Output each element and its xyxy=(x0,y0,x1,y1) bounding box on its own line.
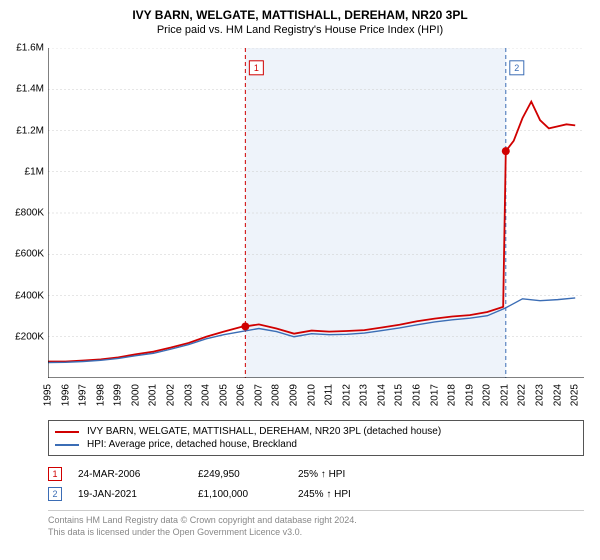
plot-area: 12 xyxy=(48,48,584,378)
x-tick-label: 1997 xyxy=(78,384,89,406)
x-tick-label: 2011 xyxy=(324,384,335,406)
chart-subtitle: Price paid vs. HM Land Registry's House … xyxy=(0,22,600,40)
marker-row: 1 24-MAR-2006£249,95025% ↑ HPI xyxy=(48,464,584,484)
footer-line: Contains HM Land Registry data © Crown c… xyxy=(48,515,584,527)
legend: IVY BARN, WELGATE, MATTISHALL, DEREHAM, … xyxy=(48,420,584,456)
x-tick-label: 2013 xyxy=(359,384,370,406)
x-tick-label: 1999 xyxy=(113,384,124,406)
marker-badge: 1 xyxy=(48,467,62,481)
y-tick-label: £1.4M xyxy=(16,84,44,95)
x-tick-label: 2016 xyxy=(412,384,423,406)
legend-swatch xyxy=(55,431,79,433)
x-tick-label: 1996 xyxy=(60,384,71,406)
x-tick-label: 2002 xyxy=(166,384,177,406)
x-tick-label: 2015 xyxy=(394,384,405,406)
svg-text:1: 1 xyxy=(254,63,259,73)
y-tick-label: £400K xyxy=(15,290,44,301)
x-tick-label: 2001 xyxy=(148,384,159,406)
y-axis: £200K£400K£600K£800K£1M£1.2M£1.4M£1.6M xyxy=(0,48,46,378)
x-tick-label: 2019 xyxy=(464,384,475,406)
marker-badge: 2 xyxy=(48,487,62,501)
footer-attribution: Contains HM Land Registry data © Crown c… xyxy=(48,510,584,538)
x-tick-label: 1995 xyxy=(43,384,54,406)
y-tick-label: £1M xyxy=(25,166,44,177)
x-tick-label: 1998 xyxy=(95,384,106,406)
x-tick-label: 2007 xyxy=(253,384,264,406)
x-tick-label: 2024 xyxy=(552,384,563,406)
x-tick-label: 2022 xyxy=(517,384,528,406)
y-tick-label: £600K xyxy=(15,249,44,260)
legend-label: IVY BARN, WELGATE, MATTISHALL, DEREHAM, … xyxy=(87,426,441,437)
x-tick-label: 2012 xyxy=(341,384,352,406)
x-tick-label: 2020 xyxy=(482,384,493,406)
marker-date: 24-MAR-2006 xyxy=(78,469,198,480)
x-tick-label: 2010 xyxy=(306,384,317,406)
x-tick-label: 2018 xyxy=(447,384,458,406)
x-tick-label: 2021 xyxy=(499,384,510,406)
footer-line: This data is licensed under the Open Gov… xyxy=(48,527,584,539)
marker-price: £249,950 xyxy=(198,469,298,480)
x-tick-label: 2004 xyxy=(201,384,212,406)
x-tick-label: 2023 xyxy=(535,384,546,406)
legend-swatch xyxy=(55,444,79,446)
x-tick-label: 2014 xyxy=(376,384,387,406)
x-tick-label: 2006 xyxy=(236,384,247,406)
marker-row: 2 19-JAN-2021£1,100,000245% ↑ HPI xyxy=(48,484,584,504)
svg-text:2: 2 xyxy=(514,63,519,73)
marker-pct: 245% ↑ HPI xyxy=(298,489,378,500)
plot-svg: 12 xyxy=(48,48,584,378)
x-tick-label: 2017 xyxy=(429,384,440,406)
x-tick-label: 2005 xyxy=(218,384,229,406)
x-tick-label: 2025 xyxy=(570,384,581,406)
y-tick-label: £800K xyxy=(15,208,44,219)
x-axis: 1995199619971998199920002001200220032004… xyxy=(48,378,584,418)
x-tick-label: 2003 xyxy=(183,384,194,406)
y-tick-label: £1.2M xyxy=(16,125,44,136)
legend-row: IVY BARN, WELGATE, MATTISHALL, DEREHAM, … xyxy=(55,425,577,438)
x-tick-label: 2008 xyxy=(271,384,282,406)
y-tick-label: £1.6M xyxy=(16,43,44,54)
x-tick-label: 2009 xyxy=(289,384,300,406)
chart-title: IVY BARN, WELGATE, MATTISHALL, DEREHAM, … xyxy=(0,0,600,22)
legend-row: HPI: Average price, detached house, Brec… xyxy=(55,438,577,451)
marker-pct: 25% ↑ HPI xyxy=(298,469,378,480)
sale-markers-table: 1 24-MAR-2006£249,95025% ↑ HPI 2 19-JAN-202… xyxy=(48,464,584,504)
marker-price: £1,100,000 xyxy=(198,489,298,500)
marker-date: 19-JAN-2021 xyxy=(78,489,198,500)
x-tick-label: 2000 xyxy=(130,384,141,406)
y-tick-label: £200K xyxy=(15,331,44,342)
legend-label: HPI: Average price, detached house, Brec… xyxy=(87,439,297,450)
